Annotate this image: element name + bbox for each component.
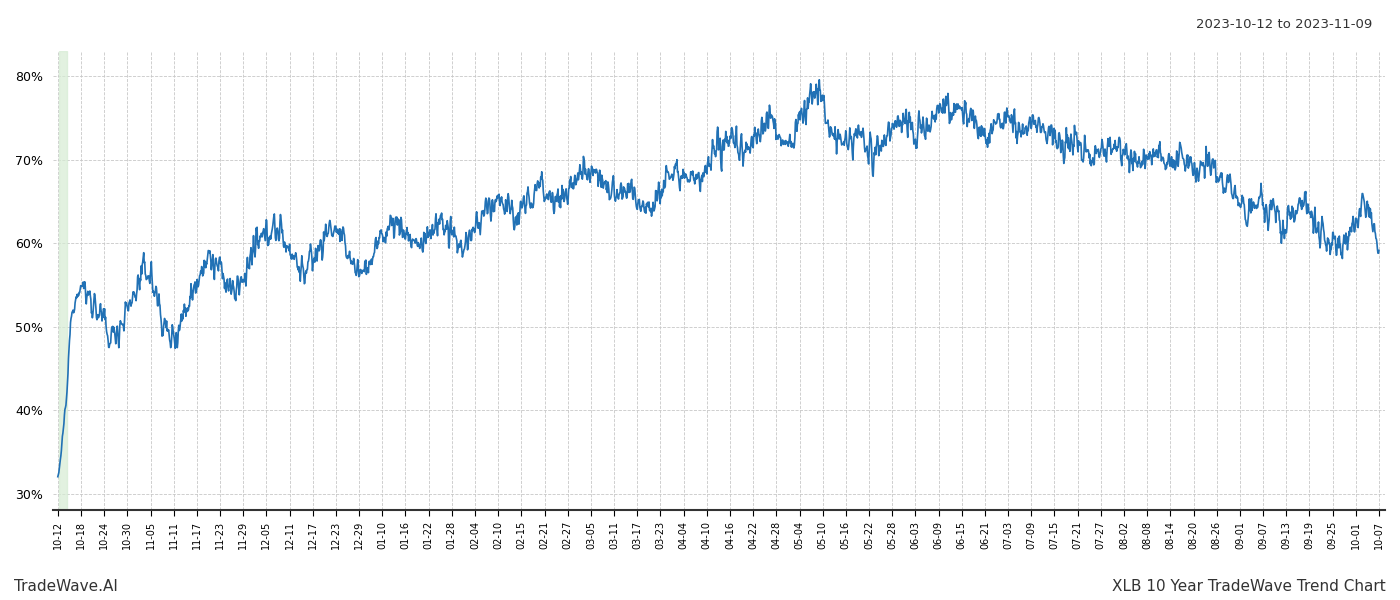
Text: 2023-10-12 to 2023-11-09: 2023-10-12 to 2023-11-09 [1196,18,1372,31]
Text: XLB 10 Year TradeWave Trend Chart: XLB 10 Year TradeWave Trend Chart [1112,579,1386,594]
Bar [59,51,67,510]
Text: TradeWave.AI: TradeWave.AI [14,579,118,594]
